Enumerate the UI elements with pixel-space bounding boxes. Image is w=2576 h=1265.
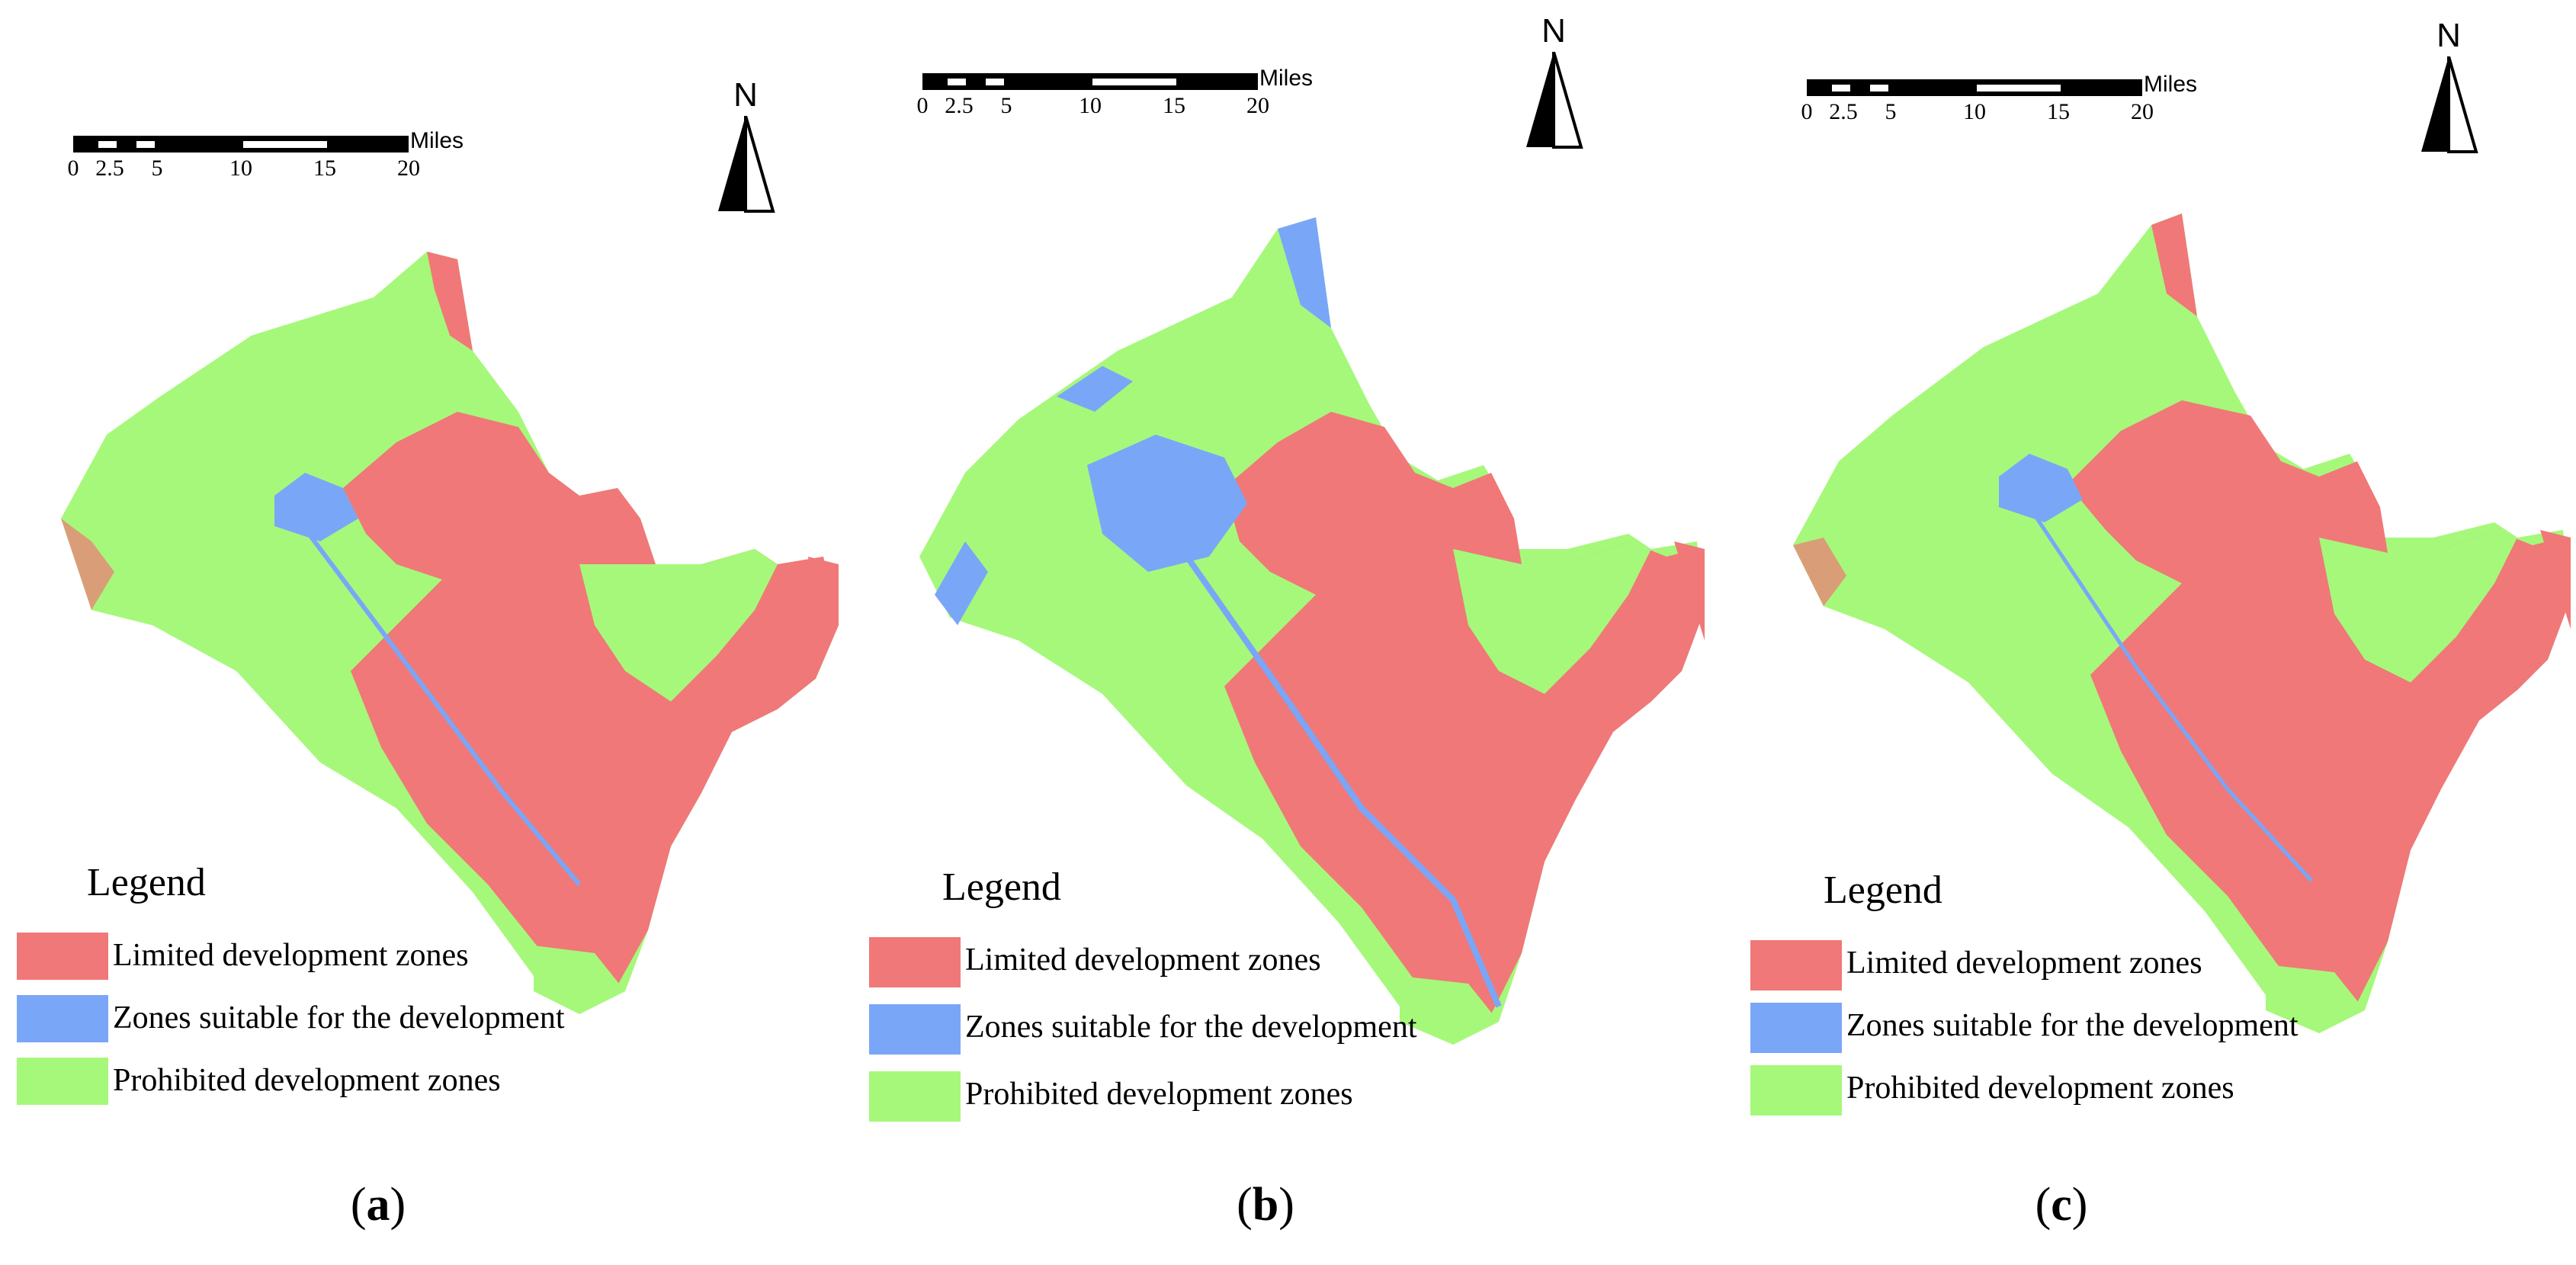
scale-tick: 2.5 xyxy=(95,156,124,181)
scale-bar-segments xyxy=(922,73,1258,90)
scale-tick: 10 xyxy=(1079,93,1102,118)
scale-bar-segments xyxy=(73,136,409,153)
scale-tick: 15 xyxy=(1163,93,1185,118)
scale-tick: 2.5 xyxy=(945,93,974,118)
scale-tick: 20 xyxy=(1246,93,1269,118)
legend-label: Limited development zones xyxy=(113,938,469,973)
legend-swatch-suitable xyxy=(17,995,108,1042)
scale-tick: 5 xyxy=(1000,93,1012,118)
legend-label: Zones suitable for the development xyxy=(1846,1008,2299,1043)
scale-tick: 0 xyxy=(916,93,929,118)
legend-label: Limited development zones xyxy=(1846,946,2202,981)
legend-title: Legend xyxy=(942,865,1061,909)
legend-title: Legend xyxy=(1824,868,1942,912)
scale-tick: 10 xyxy=(1963,99,1986,124)
panel-label-a: (a) xyxy=(350,1179,406,1231)
scale-tick: 15 xyxy=(313,156,336,181)
map-panel-c: Miles 0 2.5 5 10 15 20 N Legend Limited … xyxy=(1717,0,2575,1265)
scale-tick: 2.5 xyxy=(1829,99,1858,124)
north-letter: N xyxy=(2436,17,2461,54)
north-arrow-icon xyxy=(2421,56,2478,153)
legend-label: Limited development zones xyxy=(965,942,1321,978)
scale-bar-segments xyxy=(1807,79,2142,96)
north-letter: N xyxy=(1541,12,1566,50)
legend-item-prohibited: Prohibited development zones xyxy=(17,1058,642,1111)
scale-unit: Miles xyxy=(410,128,464,153)
legend-swatch-prohibited xyxy=(869,1071,961,1122)
legend-label: Prohibited development zones xyxy=(965,1077,1353,1112)
legend-label: Prohibited development zones xyxy=(1846,1071,2234,1106)
north-arrow: N xyxy=(1523,12,1584,157)
panel-label-c: (c) xyxy=(2035,1179,2088,1231)
scale-bar: Miles 0 2.5 5 10 15 20 xyxy=(1801,72,2234,140)
scale-unit: Miles xyxy=(2144,72,2198,97)
legend: Legend Limited development zones Zones s… xyxy=(1750,868,2376,1131)
legend-item-limited: Limited development zones xyxy=(1750,940,2376,997)
panel-label-b: (b) xyxy=(1237,1179,1294,1231)
legend-label: Zones suitable for the development xyxy=(113,1000,565,1035)
legend-item-prohibited: Prohibited development zones xyxy=(869,1071,1494,1128)
legend-item-suitable: Zones suitable for the development xyxy=(17,995,642,1048)
scale-bar: Miles 0 2.5 5 10 15 20 xyxy=(68,128,500,197)
legend-item-suitable: Zones suitable for the development xyxy=(1750,1003,2376,1059)
north-arrow: N xyxy=(2418,17,2479,162)
map-panel-b: Miles 0 2.5 5 10 15 20 N Legend Limited … xyxy=(858,0,1717,1265)
scale-tick: 0 xyxy=(1801,99,1813,124)
legend-title: Legend xyxy=(87,861,206,904)
scale-tick: 5 xyxy=(151,156,163,181)
scale-tick: 0 xyxy=(67,156,79,181)
legend-swatch-limited xyxy=(17,933,108,980)
scale-tick: 20 xyxy=(397,156,420,181)
scale-unit: Miles xyxy=(1259,66,1314,91)
zoning-map xyxy=(1793,214,2571,1033)
legend-item-limited: Limited development zones xyxy=(869,937,1494,994)
legend-swatch-prohibited xyxy=(17,1058,108,1105)
legend: Legend Limited development zones Zones s… xyxy=(17,860,642,1120)
legend-swatch-suitable xyxy=(869,1004,961,1055)
map-panel-a: Miles 0 2.5 5 10 15 20 N Legend Limited … xyxy=(0,0,858,1265)
north-letter: N xyxy=(733,76,758,114)
legend-label: Prohibited development zones xyxy=(113,1063,501,1098)
zoning-map xyxy=(61,252,839,1014)
scale-tick: 15 xyxy=(2047,99,2070,124)
legend-swatch-prohibited xyxy=(1750,1065,1842,1116)
legend-swatch-suitable xyxy=(1750,1003,1842,1053)
scale-bar: Miles 0 2.5 5 10 15 20 xyxy=(917,66,1349,134)
legend-label: Zones suitable for the development xyxy=(965,1010,1417,1045)
scale-tick: 10 xyxy=(229,156,252,181)
north-arrow: N xyxy=(715,76,776,221)
zoning-map xyxy=(919,217,1705,1045)
north-arrow-icon xyxy=(1526,52,1583,149)
legend-item-limited: Limited development zones xyxy=(17,933,642,986)
legend: Legend Limited development zones Zones s… xyxy=(869,865,1494,1137)
legend-swatch-limited xyxy=(1750,940,1842,990)
legend-swatch-limited xyxy=(869,937,961,987)
legend-item-suitable: Zones suitable for the development xyxy=(869,1004,1494,1061)
north-arrow-icon xyxy=(718,116,775,213)
legend-item-prohibited: Prohibited development zones xyxy=(1750,1065,2376,1122)
scale-tick: 20 xyxy=(2131,99,2154,124)
scale-tick: 5 xyxy=(1885,99,1897,124)
